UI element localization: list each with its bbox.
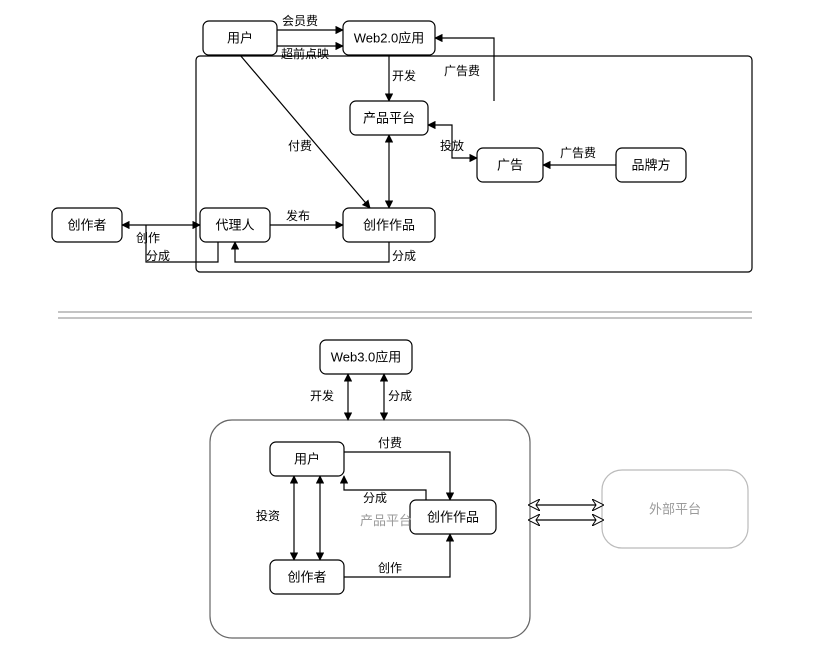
edge-label-brand-ad: 广告费 xyxy=(560,146,596,160)
top-label-ad: 广告 xyxy=(497,158,523,173)
top-label-brand: 品牌方 xyxy=(631,158,670,173)
edge-label-work-share-agent: 分成 xyxy=(392,249,416,263)
bottom-label-work: 创作作品 xyxy=(427,510,479,525)
edge-label-user-web2-bot: 超前点映 xyxy=(281,46,329,61)
platform-watermark: 产品平台 xyxy=(360,513,412,528)
bottom-label-user: 用户 xyxy=(294,452,320,467)
top-label-platform: 产品平台 xyxy=(363,111,415,126)
edge-label-work-user-share: 分成 xyxy=(363,491,387,505)
edge-label-creator-work: 创作 xyxy=(378,561,402,575)
ext-platform-label: 外部平台 xyxy=(649,502,701,517)
edge-label-web3-dev: 开发 xyxy=(310,388,334,403)
edge-label-creator-agent: 创作 xyxy=(136,231,160,245)
edge-label-agent-share-creator: 分成 xyxy=(146,249,170,263)
edge-label-agent-work: 发布 xyxy=(286,208,310,223)
edge-label-user-work: 付费 xyxy=(288,139,312,153)
bottom-label-creator: 创作者 xyxy=(287,570,326,585)
edge-label-user-creator-l: 投资 xyxy=(256,508,280,523)
top-label-creator: 创作者 xyxy=(67,218,106,233)
top-label-user: 用户 xyxy=(227,31,253,46)
edge-label-web3-share: 分成 xyxy=(388,389,412,403)
top-label-agent: 代理人 xyxy=(215,218,254,233)
top-label-web2: Web2.0应用 xyxy=(354,31,425,46)
edge-label-web2-adfee: 广告费 xyxy=(444,64,480,78)
top-label-work: 创作作品 xyxy=(363,218,415,233)
diagram-canvas: 会员费超前点映开发广告费投放广告费付费创作发布分成分成用户Web2.0应用产品平… xyxy=(0,0,815,662)
web3-label: Web3.0应用 xyxy=(331,350,402,365)
edge-label-web2-platform: 开发 xyxy=(392,68,416,83)
edge-user-work-pay xyxy=(344,452,450,500)
edge-label-user-web2-top: 会员费 xyxy=(282,14,318,28)
edge-label-user-work-pay: 付费 xyxy=(378,436,402,450)
edge-work-share-agent xyxy=(235,242,389,262)
edge-label-platform-ad: 投放 xyxy=(440,138,464,153)
